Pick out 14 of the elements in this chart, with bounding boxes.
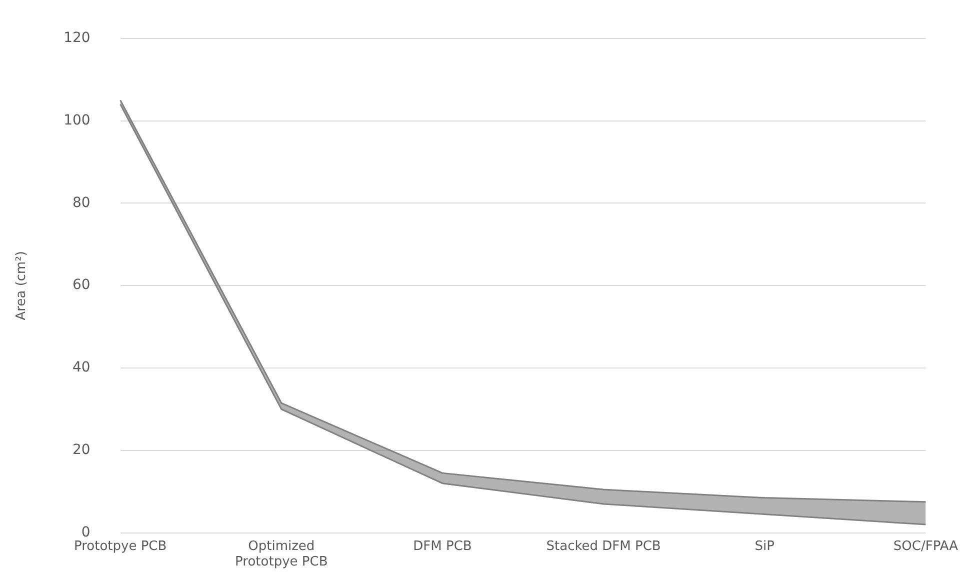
y-tick-label: 60 — [72, 277, 90, 294]
y-tick-label: 0 — [81, 524, 90, 540]
x-tick-label: Stacked DFM PCB — [546, 538, 661, 554]
x-tick-label: DFM PCB — [413, 538, 472, 554]
x-tick-label: SiP — [754, 538, 775, 554]
y-tick-label: 120 — [64, 30, 90, 46]
y-tick-label: 20 — [72, 442, 90, 458]
y-tick-label: 80 — [72, 194, 90, 211]
x-tick-label: Prototpye PCB — [74, 538, 167, 554]
y-tick-label: 100 — [64, 112, 90, 128]
y-tick-label: 40 — [72, 360, 90, 376]
x-tick-label: Optimized Prototpye PCB — [235, 538, 328, 570]
x-tick-label: SOC/FPAA — [893, 538, 958, 554]
y-axis-title: Area (cm²) — [14, 250, 30, 320]
